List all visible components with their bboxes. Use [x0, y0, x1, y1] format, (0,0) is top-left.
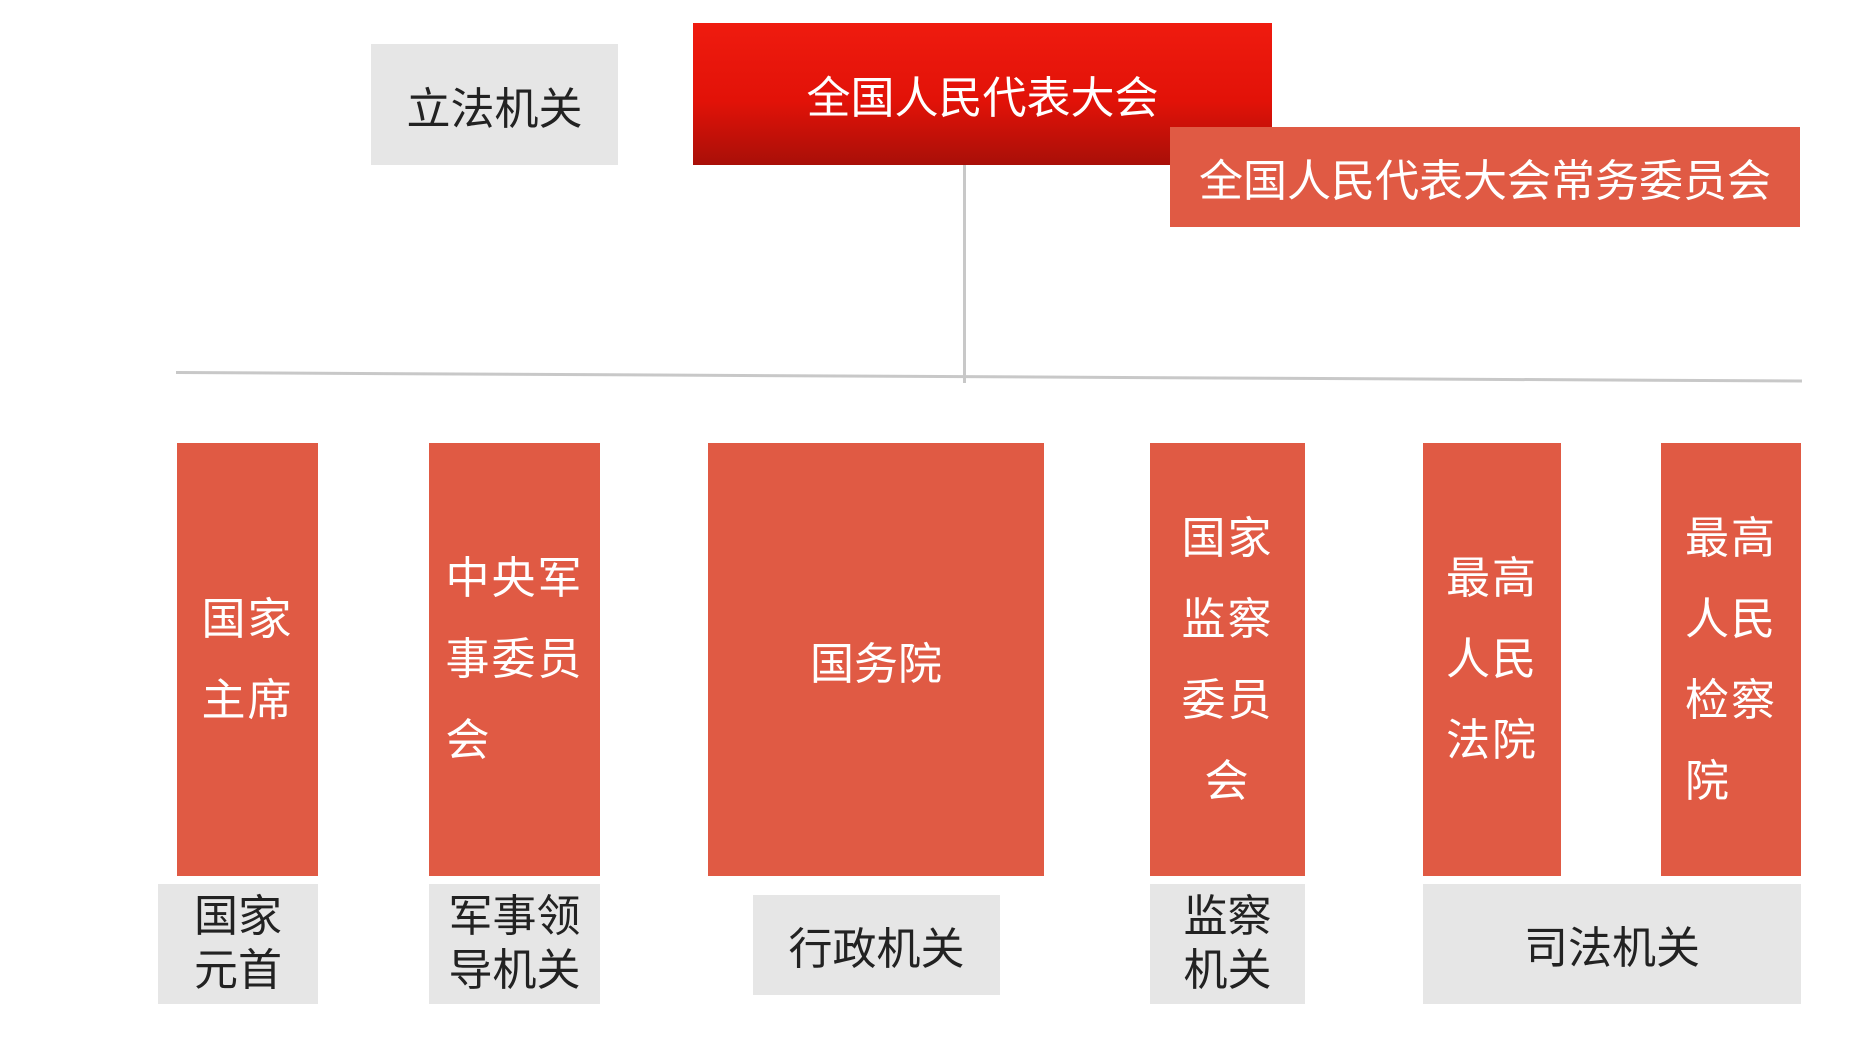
legislative-label: 立法机关 [371, 44, 618, 165]
legislative-label-text: 立法机关 [406, 83, 583, 135]
category-administrative-label: 行政机关 [788, 924, 965, 975]
organ-state-council: 国务院 [708, 443, 1044, 876]
category-head-of-state: 国家 元首 [158, 884, 318, 1004]
category-administrative: 行政机关 [753, 895, 1000, 995]
organ-supervisory-label: 国家 监察 委员 会 [1181, 512, 1274, 807]
organ-supervisory-commission: 国家 监察 委员 会 [1150, 443, 1305, 876]
horizontal-connector [175, 371, 1802, 383]
organ-president: 国家 主席 [177, 443, 318, 876]
organ-cmc-label: 中央军 事委员 会 [445, 553, 584, 766]
npc-box: 全国人民代表大会 [693, 23, 1272, 165]
organ-supreme-court: 最高 人民 法院 [1423, 443, 1561, 876]
category-supervisory-label: 监察 机关 [1183, 891, 1272, 996]
category-judicial: 司法机关 [1423, 884, 1801, 1004]
organ-supreme-procuratorate: 最高 人民 检察 院 [1661, 443, 1801, 876]
category-judicial-label: 司法机关 [1524, 923, 1700, 974]
organ-procuratorate-label: 最高 人民 检察 院 [1685, 512, 1777, 807]
category-military-label: 军事领 导机关 [448, 891, 581, 996]
npc-label: 全国人民代表大会 [806, 73, 1159, 124]
organ-supreme-court-label: 最高 人民 法院 [1446, 553, 1538, 766]
npc-standing-committee-box: 全国人民代表大会常务委员会 [1170, 127, 1800, 227]
category-military: 军事领 导机关 [429, 884, 600, 1004]
category-head-of-state-label: 国家 元首 [194, 891, 282, 996]
organ-state-council-label: 国务院 [810, 638, 942, 690]
npc-standing-committee-label: 全国人民代表大会常务委员会 [1199, 156, 1771, 207]
organ-president-label: 国家 主席 [201, 593, 294, 726]
category-supervisory: 监察 机关 [1150, 884, 1305, 1004]
organ-central-military-commission: 中央军 事委员 会 [429, 443, 600, 876]
vertical-connector [963, 165, 966, 383]
